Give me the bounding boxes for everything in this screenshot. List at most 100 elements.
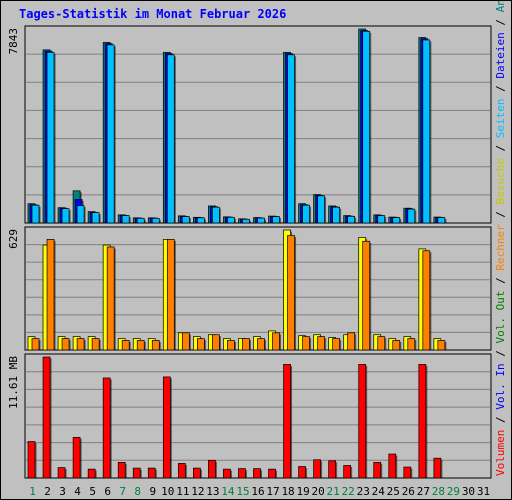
bar-seiten-day-14 [227,216,235,224]
day-tick-label: 10 [161,485,174,498]
bar-rechner-day-1 [31,338,40,351]
day-tick-label: 8 [134,485,141,498]
legend-separator: / [494,271,507,291]
day-tick-label: 18 [281,485,294,498]
bar-volumen-day-24 [373,462,382,479]
bar-rechner-day-14 [227,340,235,351]
bar-volumen-day-17 [268,468,276,479]
bar-seiten-day-12 [197,217,205,224]
bar-volumen-day-22 [343,465,352,479]
bar-seiten-day-26 [407,208,416,224]
legend-rechner: Rechner [494,224,507,271]
bar-seiten-day-16 [257,217,265,224]
bar-volumen-day-26 [403,466,412,479]
bar-rechner-day-21 [332,338,340,351]
legend-volumen: Volumen [494,430,507,476]
bar-volumen-day-5 [87,468,96,479]
bar-seiten-day-17 [272,216,280,224]
bar-volumen-day-3 [57,467,66,479]
bar-rechner-day-28 [437,340,446,351]
day-tick-label: 30 [462,485,475,498]
bar-seiten-day-1 [31,204,40,224]
bar-rechner-day-2 [46,238,55,351]
bar-rechner-day-24 [377,336,386,351]
bar-volumen-day-2 [42,356,51,479]
bar-rechner-day-20 [317,336,325,351]
bar-volumen-day-19 [298,466,306,479]
day-tick-label: 6 [104,485,111,498]
legend-separator: / [494,344,507,364]
bar-volumen-day-18 [283,364,291,479]
bar-volumen-day-25 [388,453,397,479]
day-tick-label: 7 [119,485,126,498]
bar-seiten-day-9 [151,217,160,224]
legend-vol_out: Vol. Out [494,291,507,344]
day-tick-label: 3 [59,485,66,498]
bar-rechner-day-11 [181,332,190,351]
bar-volumen-day-28 [433,457,442,479]
bar-seiten-day-6 [106,44,115,224]
bar-seiten-day-4 [76,205,85,224]
legend-separator: / [494,410,507,430]
day-tick-label: 1 [29,485,36,498]
bar-rechner-day-25 [392,340,401,351]
day-tick-label: 28 [432,485,445,498]
bar-seiten-day-22 [347,215,356,224]
day-tick-label: 11 [176,485,189,498]
bar-rechner-day-5 [91,338,100,351]
day-tick-label: 12 [191,485,204,498]
bar-rechner-day-10 [166,238,175,351]
bar-volumen-day-9 [147,467,156,479]
legend-vertical: Volumen / Vol. In / Vol. Out / Rechner /… [494,1,507,476]
day-tick-label: 4 [74,485,81,498]
bar-rechner-day-18 [287,235,295,351]
axis-max-label: 629 [7,229,20,249]
bar-volumen-day-12 [193,467,201,479]
day-tick-label: 31 [477,485,490,498]
legend-separator: / [494,138,507,158]
bar-rechner-day-17 [272,332,280,351]
bar-rechner-day-4 [76,338,85,351]
bar-volumen-day-1 [27,441,36,479]
bar-rechner-day-3 [61,338,70,351]
chart-title: Tages-Statistik im Monat Februar 2026 [19,7,287,21]
bar-rechner-day-27 [422,250,431,351]
axis-max-label: 11.61 MB [7,356,20,409]
bar-seiten-day-23 [362,30,371,224]
bar-seiten-day-27 [422,39,431,224]
day-tick-label: 21 [327,485,340,498]
bar-seiten-day-8 [136,217,145,224]
bar-volumen-day-11 [177,463,186,479]
legend-anfragen: Anfragen [494,1,507,12]
bar-volumen-day-21 [328,460,336,479]
bar-rechner-day-19 [302,336,310,351]
day-tick-label: 29 [447,485,460,498]
bar-volumen-day-13 [208,459,216,479]
bar-rechner-day-8 [136,340,145,351]
bar-volumen-day-14 [223,468,231,479]
bar-volumen-day-4 [72,437,81,479]
day-tick-label: 27 [417,485,430,498]
bar-seiten-day-28 [437,217,446,224]
bar-rechner-day-26 [407,338,416,351]
bar-seiten-day-7 [121,215,130,224]
bar-seiten-day-10 [166,54,175,224]
bar-volumen-day-8 [132,467,141,479]
day-tick-label: 14 [221,485,235,498]
bar-seiten-day-18 [287,54,295,224]
day-tick-label: 25 [387,485,400,498]
bar-volumen-day-15 [238,468,246,479]
day-tick-label: 9 [149,485,156,498]
bar-seiten-day-25 [392,217,401,224]
bar-rechner-day-7 [121,340,130,351]
panel-visits [24,226,492,351]
bar-seiten-day-21 [332,206,340,224]
bar-seiten-day-15 [242,218,250,224]
bar-rechner-day-23 [362,240,371,351]
day-tick-label: 5 [89,485,96,498]
bar-seiten-day-19 [302,204,310,224]
bar-rechner-day-12 [197,338,205,351]
bar-volumen-day-23 [358,364,367,479]
